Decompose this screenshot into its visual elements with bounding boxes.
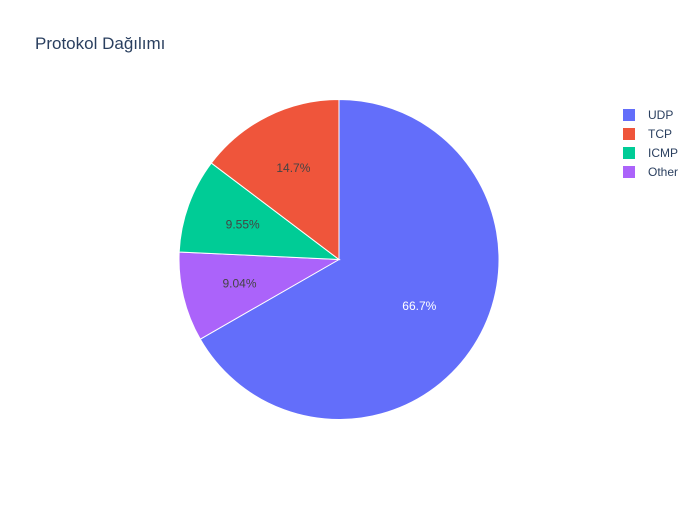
pie-slice-label-icmp: 9.55% [226, 218, 260, 232]
pie-slice-other[interactable] [178, 251, 341, 340]
legend-swatch-udp [623, 109, 635, 121]
chart-title: Protokol Dağılımı [35, 34, 166, 53]
legend-swatch-other [623, 166, 635, 178]
legend-label-other: Other [648, 165, 678, 179]
legend-swatch-icmp [623, 147, 635, 159]
pie-slices [178, 98, 500, 420]
pie-slice-label-tcp: 14.7% [276, 161, 310, 175]
legend-item-other[interactable]: Other [623, 165, 678, 179]
pie-slice-label-udp: 66.7% [402, 299, 436, 313]
pie-slice-labels: 66.7% 9.04% 9.55% 14.7% [222, 161, 436, 313]
pie-slice-label-other: 9.04% [222, 277, 256, 291]
pie-slice-icmp[interactable] [178, 162, 341, 261]
legend-item-udp[interactable]: UDP [623, 108, 673, 122]
legend-label-udp: UDP [648, 108, 673, 122]
legend-label-icmp: ICMP [648, 146, 678, 160]
legend-label-tcp: TCP [648, 127, 672, 141]
pie-slice-tcp[interactable] [210, 98, 340, 261]
legend-swatch-tcp [623, 128, 635, 140]
legend-item-tcp[interactable]: TCP [623, 127, 672, 141]
pie-slice-udp[interactable] [199, 98, 500, 420]
legend: UDP TCP ICMP Other [623, 108, 678, 179]
legend-item-icmp[interactable]: ICMP [623, 146, 678, 160]
